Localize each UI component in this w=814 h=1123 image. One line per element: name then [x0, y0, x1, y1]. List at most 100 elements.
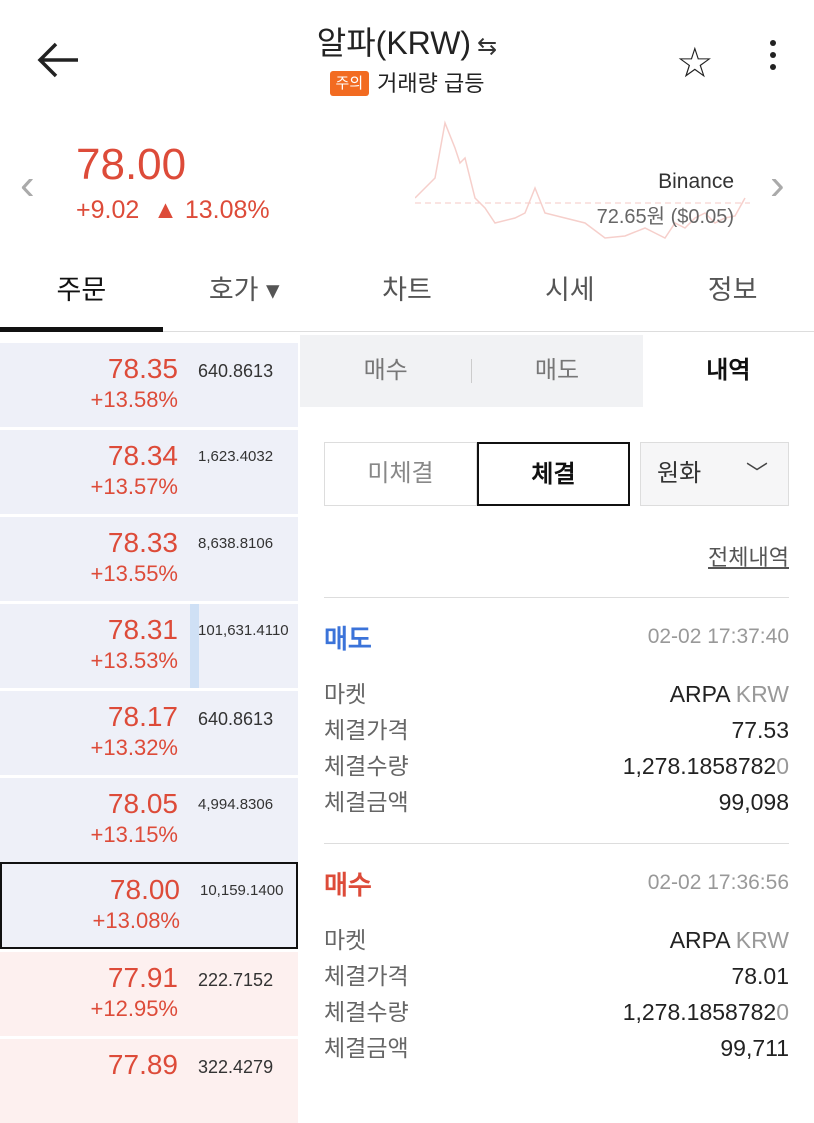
qty-cell: 640.8613	[190, 691, 298, 775]
qty-cell: 640.8613	[190, 343, 298, 427]
orderbook-row[interactable]: 78.31 +13.53% 101,631.4110	[0, 601, 298, 688]
row-price: 77.89	[107, 1049, 178, 1080]
label-price: 체결가격	[324, 963, 409, 989]
more-icon[interactable]	[758, 34, 788, 84]
row-percent: +13.32%	[90, 735, 178, 760]
market-value: ARPA KRW	[670, 676, 789, 712]
row-qty: 222.7152	[198, 970, 274, 990]
row-percent: +13.57%	[90, 474, 178, 499]
tab-orderbook[interactable]: 호가 ▾	[208, 275, 280, 305]
price-cell: 78.35 +13.58%	[0, 343, 190, 427]
market-base: ARPA	[669, 681, 730, 707]
label-market: 마켓	[324, 927, 367, 953]
trade-amount: 99,711	[720, 1035, 789, 1061]
all-history-link[interactable]: 전체내역	[708, 545, 789, 570]
filled-button[interactable]: 체결	[477, 442, 630, 506]
row-qty: 8,638.8106	[198, 535, 274, 552]
exchange-price: 72.65원 ($0.05)	[596, 206, 734, 228]
orderbook-row[interactable]: 78.35 +13.58% 640.8613	[0, 340, 298, 427]
tab-info[interactable]: 정보	[707, 275, 758, 305]
label-amount: 체결금액	[324, 1035, 409, 1061]
qty-cell: 101,631.4110	[190, 604, 298, 688]
subtitle-text: 거래량 급등	[377, 71, 485, 96]
orderbook-row[interactable]: 78.05 +13.15% 4,994.8306	[0, 775, 298, 862]
price-cell: 78.34 +13.57%	[0, 430, 190, 514]
row-percent: +12.95%	[90, 996, 178, 1021]
tab-chart[interactable]: 차트	[382, 275, 432, 305]
qty-tail: 0	[776, 999, 789, 1025]
current-price: 78.00	[76, 140, 187, 189]
subtitle: 주의 거래량 급등	[0, 66, 814, 98]
main-tabs: 주문 호가 ▾ 차트 시세 정보	[0, 252, 814, 332]
qty-cell: 8,638.8106	[190, 517, 298, 601]
trade-qty: 1,278.18587820	[623, 994, 789, 1030]
qty-cell: 4,994.8306	[190, 778, 298, 862]
history-filters: 미체결 체결	[324, 442, 630, 506]
qty-tail: 0	[776, 753, 789, 779]
sparkline-chart	[415, 120, 750, 239]
trade-card: 매수 02-02 17:36:56 마켓 ARPA KRW 체결가격 78.01 체결…	[324, 843, 789, 1066]
tab-order[interactable]: 주문	[0, 252, 163, 332]
chevron-right-icon[interactable]: ›	[770, 160, 785, 209]
orderbook-row[interactable]: 78.33 +13.55% 8,638.8106	[0, 514, 298, 601]
star-icon[interactable]: ☆	[676, 39, 714, 86]
tab-history[interactable]: 내역	[642, 335, 814, 407]
label-price: 체결가격	[324, 717, 409, 743]
swap-icon[interactable]: ⇆	[477, 33, 498, 60]
order-tabs: 매수 매도 내역	[300, 335, 814, 407]
row-price: 78.17	[107, 701, 178, 732]
price-cell: 77.91 +12.95%	[0, 952, 190, 1036]
market-quote: KRW	[735, 927, 789, 953]
qty-main: 1,278.1858782	[622, 753, 777, 779]
trade-qty: 1,278.18587820	[623, 748, 789, 784]
price-cell: 78.17 +13.32%	[0, 691, 190, 775]
unfilled-button[interactable]: 미체결	[324, 442, 477, 506]
trade-date: 02-02 17:36:56	[647, 871, 789, 894]
tab-quotes[interactable]: 시세	[544, 275, 595, 305]
qty-cell: 10,159.1400	[192, 864, 296, 947]
row-price: 78.05	[107, 788, 178, 819]
trade-date: 02-02 17:37:40	[647, 625, 789, 648]
trade-price: 77.53	[731, 717, 789, 743]
row-price: 77.91	[107, 962, 178, 993]
market-value: ARPA KRW	[670, 922, 789, 958]
price-cell: 78.00 +13.08%	[2, 864, 192, 947]
qty-cell: 322.4279	[190, 1039, 298, 1123]
price-cell: 77.89	[0, 1039, 190, 1123]
label-qty: 체결수량	[324, 753, 409, 779]
change-percent: ▲ 13.08%	[153, 196, 270, 224]
orderbook-row[interactable]: 78.00 +13.08% 10,159.1400	[0, 862, 298, 949]
row-price: 78.31	[107, 614, 178, 645]
trade-card: 매도 02-02 17:37:40 마켓 ARPA KRW 체결가격 77.53 체결…	[324, 597, 789, 820]
tab-buy[interactable]: 매수	[300, 335, 472, 407]
row-qty: 640.8613	[198, 709, 274, 729]
trade-side: 매도	[324, 623, 372, 654]
row-percent: +13.58%	[90, 387, 178, 412]
tab-sell[interactable]: 매도	[471, 335, 643, 407]
qty-cell: 1,623.4032	[190, 430, 298, 514]
orderbook-row[interactable]: 78.34 +13.57% 1,623.4032	[0, 427, 298, 514]
row-price: 78.33	[107, 527, 178, 558]
currency-dropdown[interactable]: 원화 ﹀	[640, 442, 789, 506]
row-qty: 322.4279	[198, 1057, 274, 1077]
volume-bar	[190, 604, 199, 688]
tab-sell-label: 매도	[534, 357, 580, 384]
page-title: 알파(KRW) ⇆	[0, 18, 814, 64]
chevron-left-icon[interactable]: ‹	[20, 160, 35, 209]
trade-amount: 99,098	[718, 789, 789, 815]
trade-side: 매수	[324, 869, 372, 900]
back-arrow-icon[interactable]	[36, 40, 80, 80]
qty-main: 1,278.1858782	[622, 999, 777, 1025]
orderbook-row[interactable]: 77.91 +12.95% 222.7152	[0, 949, 298, 1036]
row-percent: +13.15%	[90, 822, 178, 847]
exchange-name: Binance	[658, 170, 734, 193]
orderbook: 78.35 +13.58% 640.8613 78.34 +13.57% 1,623.40…	[0, 340, 298, 1123]
row-price: 78.35	[107, 353, 178, 384]
price-change: +9.02 ▲ 13.08%	[76, 196, 270, 225]
row-qty: 10,159.1400	[200, 882, 284, 899]
row-qty: 4,994.8306	[198, 796, 274, 813]
market-base: ARPA	[669, 927, 730, 953]
divider	[471, 359, 473, 383]
orderbook-row[interactable]: 78.17 +13.32% 640.8613	[0, 688, 298, 775]
warning-badge: 주의	[329, 71, 370, 96]
